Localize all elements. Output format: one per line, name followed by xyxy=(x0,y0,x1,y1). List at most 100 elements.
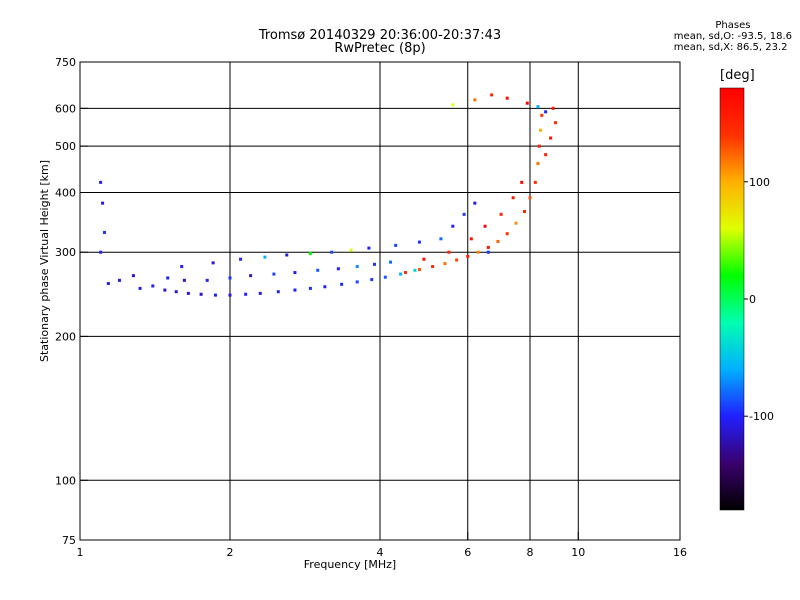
data-point xyxy=(308,252,312,256)
data-point xyxy=(490,93,494,97)
data-point xyxy=(131,274,135,278)
data-point xyxy=(549,136,553,140)
data-point xyxy=(525,101,529,105)
data-point xyxy=(367,246,371,250)
data-point xyxy=(417,240,421,244)
colorbar-tick-label: 0 xyxy=(749,293,756,306)
data-point xyxy=(117,278,121,282)
x-axis-label: Frequency [MHz] xyxy=(304,558,396,571)
x-tick-label: 16 xyxy=(673,546,687,559)
colorbar: 100 0 -100 xyxy=(719,87,774,511)
data-point xyxy=(496,239,500,243)
data-point xyxy=(499,212,503,216)
y-tick-label: 500 xyxy=(55,140,76,153)
data-point xyxy=(211,261,215,265)
data-point xyxy=(473,201,477,205)
data-point xyxy=(199,292,203,296)
y-tick-label: 75 xyxy=(62,534,76,547)
data-point xyxy=(370,278,374,282)
data-point xyxy=(520,180,524,184)
data-point xyxy=(403,271,407,275)
data-point xyxy=(330,250,334,254)
data-point xyxy=(101,201,105,205)
data-point xyxy=(431,265,435,269)
data-point xyxy=(533,180,537,184)
data-point xyxy=(486,250,490,254)
data-point xyxy=(106,282,110,286)
data-point xyxy=(355,265,359,269)
data-point xyxy=(336,267,340,271)
data-point xyxy=(514,221,518,225)
colorbar-unit-label: [deg] xyxy=(720,68,755,83)
data-point xyxy=(174,290,178,294)
data-point xyxy=(537,144,541,148)
data-point xyxy=(249,274,253,278)
data-point xyxy=(528,196,532,200)
x-tick-label: 8 xyxy=(527,546,534,559)
y-tick-label: 200 xyxy=(55,330,76,343)
data-point xyxy=(551,106,555,110)
data-point xyxy=(383,275,387,279)
data-point xyxy=(473,98,477,102)
data-point xyxy=(443,262,447,266)
data-point xyxy=(469,237,473,241)
data-point xyxy=(544,153,548,157)
points-layer xyxy=(99,93,557,297)
data-point xyxy=(413,268,417,272)
data-point xyxy=(186,291,190,295)
data-point xyxy=(316,268,320,272)
data-point xyxy=(451,103,455,107)
data-point xyxy=(483,224,487,228)
data-point xyxy=(151,284,155,288)
data-point xyxy=(258,291,262,295)
data-point xyxy=(447,250,451,254)
data-point xyxy=(308,286,312,290)
data-point xyxy=(523,210,527,214)
data-point xyxy=(228,293,232,297)
chart-title: Tromsø 20140329 20:36:00-20:37:43 xyxy=(258,28,502,43)
data-point xyxy=(462,212,466,216)
data-point xyxy=(99,180,103,184)
data-point xyxy=(466,254,470,258)
data-point xyxy=(536,105,540,109)
data-point xyxy=(544,110,548,114)
data-point xyxy=(476,250,480,254)
y-axis-label: Stationary phase Virtual Height [km] xyxy=(38,160,51,362)
colorbar-gradient xyxy=(719,87,745,511)
data-point xyxy=(399,272,403,276)
phases-o-mode: mean, sd,O: -93.5, 18.6 xyxy=(673,31,792,42)
data-point xyxy=(340,282,344,286)
data-point xyxy=(228,276,232,280)
data-point xyxy=(103,230,107,234)
x-tick-label: 4 xyxy=(377,546,384,559)
x-tick-label: 6 xyxy=(464,546,471,559)
y-tick-label: 600 xyxy=(55,102,76,115)
y-tick-label: 300 xyxy=(55,246,76,259)
data-point xyxy=(505,232,509,236)
phases-heading: Phases xyxy=(715,20,751,31)
data-point xyxy=(455,258,459,262)
data-point xyxy=(163,288,167,292)
data-point xyxy=(285,253,289,257)
colorbar-tick-label: -100 xyxy=(749,410,774,423)
data-point xyxy=(439,237,443,241)
data-point xyxy=(166,276,170,280)
data-point xyxy=(373,262,377,266)
y-tick-label: 100 xyxy=(55,474,76,487)
data-point xyxy=(451,224,455,228)
data-point xyxy=(422,257,426,261)
data-point xyxy=(293,288,297,292)
y-tick-label: 750 xyxy=(55,56,76,69)
data-point xyxy=(138,286,142,290)
data-point xyxy=(389,260,393,264)
data-point xyxy=(239,257,243,261)
axes-layer: 1 2 4 6 8 10 16 75 100 200 300 400 500 600 750 Frequenc… xyxy=(38,56,687,571)
data-point xyxy=(539,128,543,132)
data-point xyxy=(263,255,267,259)
data-point xyxy=(349,248,353,252)
data-point xyxy=(180,265,184,269)
chart-subtitle: RwPretec (8p) xyxy=(334,41,426,56)
colorbar-tick-label: 100 xyxy=(749,176,770,189)
data-point xyxy=(486,245,490,249)
